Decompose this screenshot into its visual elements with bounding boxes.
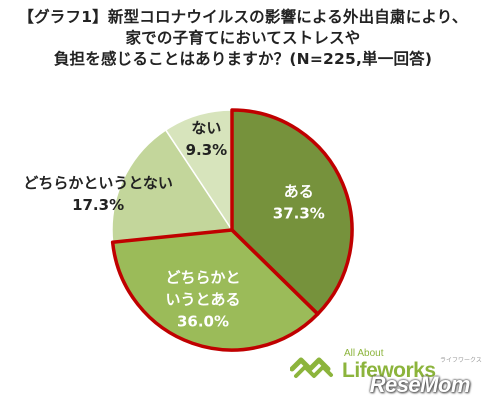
logo-small-text: All About — [344, 348, 384, 359]
pie-slices — [111, 109, 353, 351]
pie-category-label-2: どちらかと — [165, 269, 240, 287]
pie-value-label-2: 36.0% — [177, 313, 229, 331]
logo-kana-text: ライフワークス — [440, 357, 482, 364]
pie-highlights — [110, 108, 354, 352]
lifeworks-logo: All About Lifeworks ライフワークス — [290, 345, 482, 385]
chart-title-line-1: 【グラフ1】新型コロナウイルスの影響による外出自粛により、 — [18, 8, 468, 26]
pie-value-label-1: 37.3% — [273, 204, 325, 222]
pie-category-label-3: どちらかというとない — [23, 174, 173, 192]
pie-slice-3 — [111, 128, 234, 244]
pie-slice-highlight-2 — [110, 228, 320, 352]
pie-value-label-3: 17.3% — [72, 196, 124, 214]
chart-title: 【グラフ1】新型コロナウイルスの影響による外出自粛により、 家での子育てにおいて… — [8, 7, 478, 70]
pie-category-label-1: ある — [284, 182, 314, 200]
chart-title-line-3: 負担を感じることはありますか？(N=225,単一回答) — [53, 50, 433, 68]
lifeworks-logo-icon — [290, 357, 333, 378]
resemom-watermark: ReseMom — [369, 372, 471, 397]
pie-category-label-4: ない — [191, 119, 221, 137]
pie-slice-highlight-1 — [230, 108, 354, 316]
logo-main-text: Lifeworks — [342, 359, 436, 382]
pie-category-label-2: いうとある — [165, 291, 240, 309]
chart-title-line-2: 家での子育てにおいてストレスや — [125, 29, 361, 47]
pie-value-label-4: 9.3% — [186, 141, 228, 159]
